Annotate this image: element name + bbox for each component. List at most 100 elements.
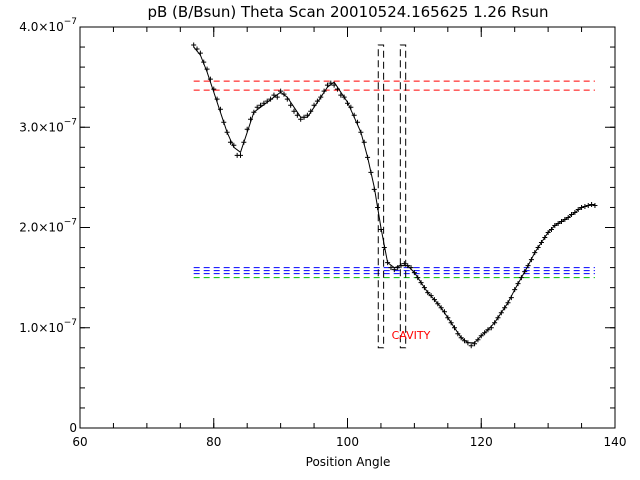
data-point (301, 114, 307, 120)
data-point (482, 330, 488, 336)
data-point (314, 98, 320, 104)
data-point (548, 227, 554, 233)
data-point (495, 315, 501, 321)
data-point (258, 102, 264, 108)
chart-title: pB (B/Bsun) Theta Scan 20010524.165625 1… (147, 3, 548, 21)
data-point (361, 139, 367, 145)
data-point (552, 222, 558, 228)
data-point (368, 169, 374, 175)
x-tick-label: 120 (470, 435, 493, 449)
data-points (191, 42, 598, 349)
data-point (294, 112, 300, 118)
data-point (579, 204, 585, 210)
data-point (395, 265, 401, 271)
data-point (194, 46, 200, 52)
data-point (438, 305, 444, 311)
data-point (391, 267, 397, 273)
data-point (411, 270, 417, 276)
data-point (522, 269, 528, 275)
data-point (592, 202, 598, 208)
data-point (572, 209, 578, 215)
data-point (355, 119, 361, 125)
data-point (468, 343, 474, 349)
data-curve (193, 46, 595, 344)
data-point (565, 214, 571, 220)
data-point (341, 94, 347, 100)
data-point (589, 201, 595, 207)
data-point (428, 293, 434, 299)
data-point (431, 297, 437, 303)
data-point (425, 290, 431, 296)
data-point (559, 218, 564, 224)
data-point (388, 265, 394, 271)
data-point (298, 116, 304, 122)
data-point (201, 59, 207, 65)
x-tick-label: 60 (72, 435, 87, 449)
data-point (502, 305, 508, 311)
data-point (274, 94, 280, 100)
data-point (458, 335, 464, 341)
data-point (261, 100, 267, 106)
data-point (485, 327, 491, 333)
data-point (498, 310, 504, 316)
data-point (345, 100, 350, 106)
cavity-annotation: CAVITY (392, 329, 431, 342)
data-point (348, 104, 354, 110)
data-point (585, 202, 591, 208)
data-point (381, 245, 387, 251)
data-point (441, 309, 447, 315)
data-point (358, 129, 364, 135)
data-point (248, 116, 254, 122)
data-point (445, 315, 451, 321)
data-point (405, 263, 411, 269)
axes: 60 80 100 120 140 0 1.0×10−7 2.0×10−7 3.0×10−7 4.… (19, 17, 626, 449)
data-point (472, 341, 478, 347)
data-point (575, 206, 581, 212)
data-point (448, 320, 454, 326)
data-point (452, 325, 457, 331)
data-point (224, 129, 230, 135)
data-point (365, 154, 371, 160)
data-point (408, 265, 414, 271)
data-point (462, 338, 468, 344)
data-point (278, 88, 284, 94)
data-point (284, 96, 290, 102)
data-point (334, 86, 340, 92)
data-point (207, 76, 213, 82)
data-point (211, 86, 217, 92)
data-point (227, 139, 233, 145)
data-point (311, 102, 317, 108)
data-point (324, 82, 330, 88)
data-point (475, 337, 481, 343)
data-point (418, 280, 424, 286)
data-point (338, 92, 344, 98)
data-point (569, 211, 575, 217)
data-point (455, 331, 461, 337)
data-point (492, 320, 498, 326)
data-point (535, 245, 541, 251)
data-point (532, 250, 538, 256)
data-point (251, 109, 257, 115)
data-point (505, 300, 511, 306)
data-point (401, 261, 407, 267)
data-point (465, 340, 471, 346)
data-point (264, 98, 270, 104)
data-point (288, 102, 294, 108)
data-point (191, 42, 197, 48)
data-point (231, 142, 237, 148)
data-point (435, 301, 441, 307)
data-point (542, 235, 548, 241)
data-point (538, 240, 544, 246)
data-point (525, 263, 531, 269)
x-tick-label: 80 (206, 435, 221, 449)
data-point (508, 295, 514, 301)
data-point (478, 333, 484, 339)
x-axis-label: Position Angle (306, 455, 391, 469)
data-point (238, 152, 243, 158)
data-point (518, 275, 524, 281)
y-tick-label: 0 (69, 421, 77, 435)
y-tick-label: 3.0×10−7 (19, 117, 77, 134)
data-point (371, 186, 377, 192)
